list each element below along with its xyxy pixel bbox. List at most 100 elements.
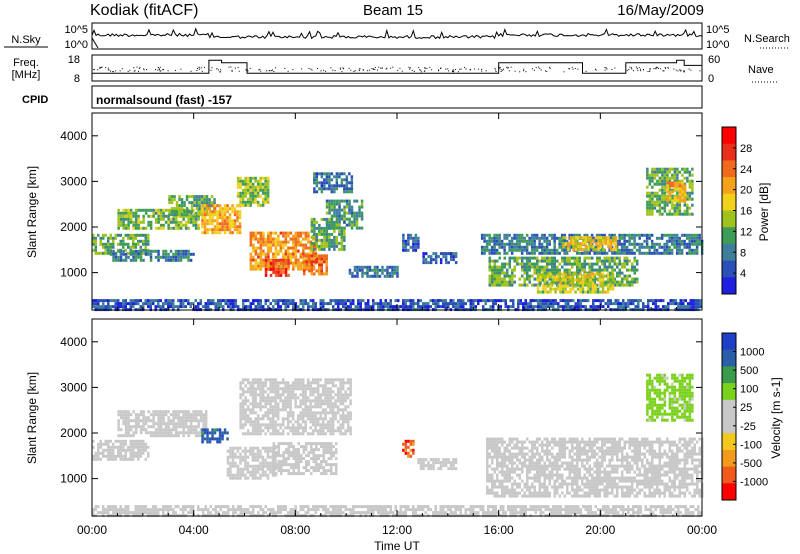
heatmap-cell	[226, 225, 229, 229]
heatmap-cell	[199, 434, 203, 438]
heatmap-cell	[325, 205, 329, 209]
heatmap-cell	[574, 236, 578, 240]
heatmap-cell	[692, 302, 695, 306]
heatmap-cell	[651, 194, 654, 198]
heatmap-cell	[503, 265, 506, 269]
heatmap-cell	[154, 208, 158, 212]
heatmap-cell	[503, 280, 506, 284]
heatmap-cell	[510, 251, 514, 255]
heatmap-cell	[333, 199, 336, 203]
heatmap-cell	[618, 248, 621, 252]
heatmap-cell	[272, 231, 275, 235]
heatmap-cell	[142, 258, 145, 262]
heatmap-cell	[264, 267, 268, 271]
heatmap-cell	[147, 445, 150, 449]
heatmap-cell	[312, 299, 315, 303]
heatmap-cell	[543, 251, 546, 255]
heatmap-cell	[626, 256, 629, 260]
heatmap-cell	[564, 299, 567, 303]
heatmap-cell	[261, 197, 265, 201]
heatmap-cell	[668, 233, 671, 237]
heatmap-cell	[439, 258, 443, 262]
y-tick-label: 2000	[60, 220, 87, 234]
heatmap-cell	[513, 236, 516, 240]
heatmap-cell	[683, 187, 687, 191]
heatmap-cell	[546, 262, 549, 266]
heatmap-cell	[353, 217, 356, 221]
heatmap-cell	[134, 233, 137, 237]
heatmap-cell	[167, 428, 170, 432]
heatmap-cell	[371, 274, 374, 278]
heatmap-cell	[137, 299, 140, 303]
heatmap-cell	[335, 469, 338, 473]
heatmap-cell	[122, 211, 125, 215]
heatmap-cell	[157, 428, 160, 432]
heatmap-cell	[543, 236, 546, 240]
heatmap-cell	[257, 299, 260, 303]
heatmap-cell	[213, 207, 217, 211]
heatmap-cell	[498, 233, 501, 237]
heatmap-cell	[157, 214, 160, 218]
heatmap-cell	[234, 476, 237, 480]
nave-dot	[635, 66, 637, 68]
heatmap-cell	[613, 233, 616, 237]
nave-dot	[665, 67, 667, 69]
heatmap-cell	[229, 461, 232, 465]
heatmap-cell	[485, 245, 489, 249]
heatmap-cell	[187, 249, 190, 253]
heatmap-cell	[266, 464, 270, 468]
heatmap-cell	[246, 191, 250, 195]
heatmap-cell	[576, 281, 580, 285]
heatmap-cell	[656, 200, 659, 204]
heatmap-cell	[162, 302, 165, 306]
heatmap-cell	[256, 182, 260, 186]
heatmap-cell	[271, 414, 275, 418]
heatmap-cell	[254, 423, 257, 427]
heatmap-cell	[533, 251, 536, 255]
heatmap-cell	[337, 305, 340, 309]
heatmap-cell	[518, 262, 521, 266]
heatmap-cell	[170, 210, 174, 214]
heatmap-cell	[239, 176, 242, 180]
heatmap-cell	[551, 280, 554, 284]
heatmap-cell	[345, 178, 349, 182]
heatmap-cell	[239, 384, 242, 388]
heatmap-cell	[294, 249, 298, 253]
heatmap-cell	[192, 217, 195, 221]
heatmap-cell	[353, 199, 356, 203]
nave-dot	[571, 66, 573, 68]
heatmap-cell	[333, 187, 336, 191]
heatmap-cell	[287, 463, 290, 467]
heatmap-cell	[330, 472, 333, 476]
heatmap-cell	[483, 245, 486, 249]
heatmap-cell	[325, 211, 329, 215]
heatmap-cell	[272, 237, 275, 241]
heatmap-cell	[617, 299, 620, 303]
heatmap-cell	[656, 173, 659, 177]
heatmap-cell	[241, 408, 245, 412]
heatmap-cell	[568, 233, 571, 237]
heatmap-cell	[249, 417, 252, 421]
noise-trace	[91, 27, 703, 49]
heatmap-cell	[203, 228, 207, 232]
heatmap-cell	[417, 239, 420, 243]
heatmap-cell	[201, 207, 204, 211]
heatmap-cell	[172, 434, 175, 438]
heatmap-cell	[579, 284, 582, 288]
nave-dot	[495, 71, 497, 73]
heatmap-cell	[348, 268, 352, 272]
heatmap-cell	[142, 428, 145, 432]
heatmap-cell	[566, 262, 569, 266]
heatmap-cell	[277, 273, 280, 277]
heatmap-cell	[328, 184, 331, 188]
heatmap-cell	[218, 216, 222, 220]
heatmap-cell	[92, 305, 95, 309]
heatmap-cell	[257, 267, 260, 271]
heatmap-cell	[424, 305, 427, 309]
heatmap-cell	[629, 299, 632, 303]
heatmap-cell	[287, 454, 290, 458]
nave-dot	[632, 70, 634, 72]
nave-dot	[208, 69, 210, 71]
heatmap-cell	[531, 283, 534, 287]
heatmap-cell	[249, 470, 252, 474]
